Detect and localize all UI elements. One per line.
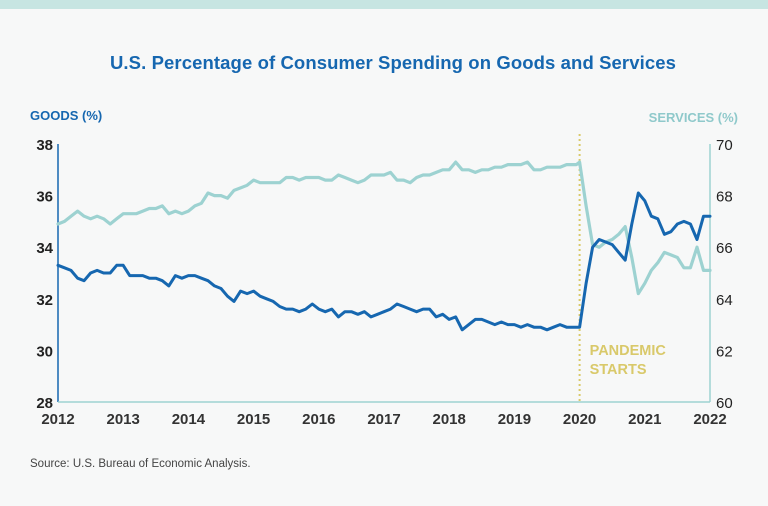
x-tick-label: 2018 [433, 411, 466, 428]
pandemic-annotation-text: STARTS [590, 362, 647, 378]
y-left-tick-label: 34 [36, 240, 53, 257]
y-right-tick-label: 60 [716, 395, 733, 412]
x-tick-label: 2015 [237, 411, 270, 428]
x-tick-label: 2016 [302, 411, 335, 428]
y-left-tick-label: 30 [36, 343, 53, 360]
pandemic-annotation-text: PANDEMIC [590, 343, 667, 359]
y-right-tick-label: 68 [716, 189, 733, 206]
y-right-tick-label: 62 [716, 343, 733, 360]
y-right-tick-label: 64 [716, 292, 733, 309]
goods-series-line [56, 191, 712, 332]
chart-title: U.S. Percentage of Consumer Spending on … [109, 52, 677, 73]
y-right-tick-label: 70 [716, 137, 733, 154]
pandemic-annotation: PANDEMIC STARTS [578, 134, 667, 402]
x-tick-label: 2022 [693, 411, 726, 428]
y-left-tick-label: 28 [36, 395, 53, 412]
top-accent-band [0, 0, 768, 9]
y-axis-right-label: SERVICES (%) [648, 110, 738, 125]
y-left-tick-label: 32 [36, 292, 53, 309]
x-tick-label: 2021 [628, 411, 661, 428]
x-tick-label: 2019 [498, 411, 531, 428]
y-right-tick-label: 66 [716, 240, 733, 257]
services-series-line [56, 160, 712, 296]
x-tick-label: 2014 [172, 411, 206, 428]
x-tick-label: 2017 [367, 411, 400, 428]
y-axis-left-label: GOODS (%) [30, 108, 103, 123]
x-tick-label: 2020 [563, 411, 596, 428]
source-note: Source: U.S. Bureau of Economic Analysis… [30, 458, 251, 470]
x-tick-label: 2012 [41, 411, 74, 428]
x-tick-label: 2013 [107, 411, 140, 428]
chart-lines [56, 160, 712, 332]
chart-axes: 28 30 32 34 36 38 60 62 64 66 68 70 2012 2013 2014 2015… [36, 137, 732, 428]
y-left-tick-label: 36 [36, 189, 53, 206]
y-left-tick-label: 38 [36, 137, 53, 154]
